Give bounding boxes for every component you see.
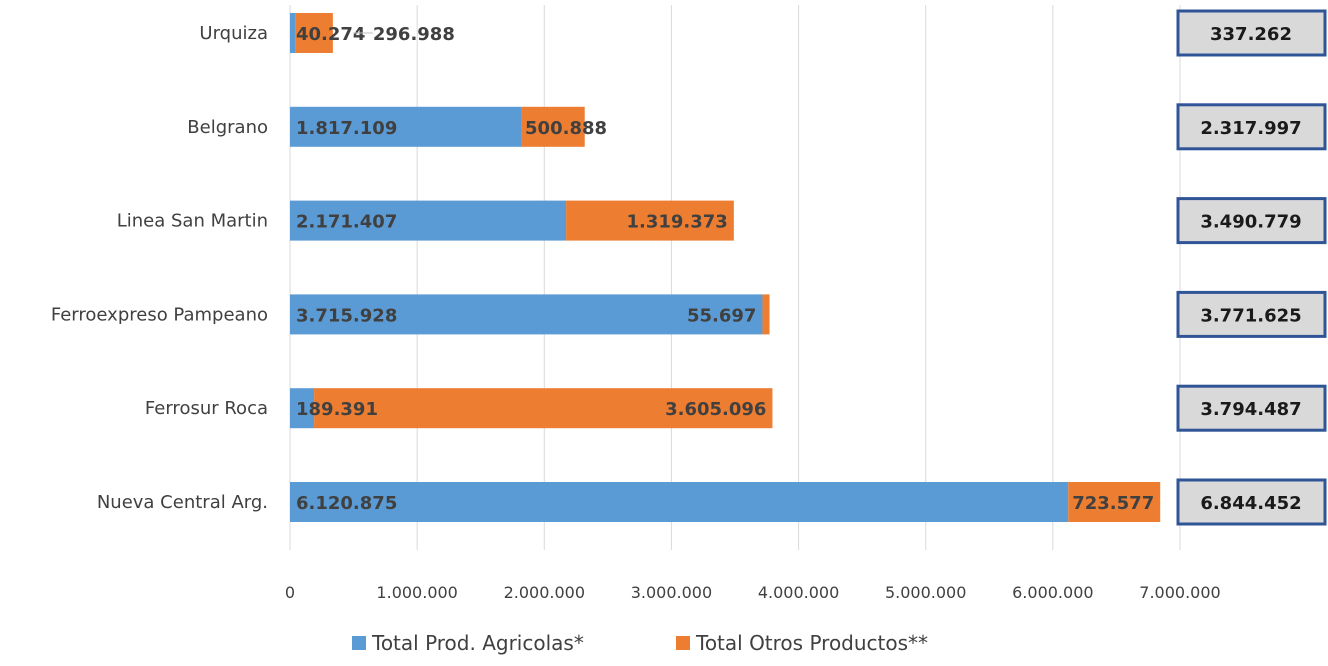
total-boxes: 337.262 2.317.997 3.490.779 3.771.625 3.794.… — [1176, 9, 1327, 526]
bar-agricolas — [290, 294, 763, 335]
total-value: 337.262 — [1210, 24, 1292, 45]
data-label-otros: 1.319.373 — [626, 212, 727, 233]
x-tick-label: 5.000.000 — [885, 583, 966, 602]
bars — [290, 13, 1161, 522]
x-tick-label: 4.000.000 — [758, 583, 839, 602]
bar-agricolas — [290, 482, 1069, 522]
data-label-agricolas: 3.715.928 — [296, 305, 397, 326]
bar-agricolas — [290, 388, 315, 429]
bar-otros — [314, 388, 773, 429]
data-label-agricolas: 6.120.875 — [296, 493, 397, 514]
total-value: 3.490.779 — [1200, 212, 1301, 233]
x-tick-label: 3.000.000 — [631, 583, 712, 602]
bar-agricolas — [290, 200, 567, 241]
total-value: 3.771.625 — [1200, 305, 1301, 326]
legend-swatch-agricolas — [352, 636, 366, 650]
x-axis-tick-labels: 0 1.000.000 2.000.000 3.000.000 4.000.000 5.0… — [285, 583, 1221, 602]
bar-otros — [566, 200, 734, 241]
total-box — [1176, 9, 1327, 57]
data-label-otros: 500.888 — [525, 118, 607, 139]
data-labels: 40.274 296.988 1.817.109 500.888 2.171.407 1.… — [296, 24, 1154, 514]
legend-label-otros: Total Otros Productos** — [695, 631, 928, 655]
data-label-otros: 55.697 — [687, 305, 756, 326]
category-label: Urquiza — [199, 23, 268, 44]
data-label-agricolas: 40.274 — [296, 24, 365, 45]
gridlines — [289, 5, 1181, 550]
x-tick-label: 0 — [285, 583, 295, 602]
total-value: 2.317.997 — [1200, 118, 1301, 139]
x-tick-label: 1.000.000 — [376, 583, 457, 602]
data-label-agricolas: 1.817.109 — [296, 118, 397, 139]
total-box — [1176, 290, 1327, 338]
x-tick-label: 7.000.000 — [1139, 583, 1220, 602]
legend-label-agricolas: Total Prod. Agricolas* — [371, 631, 584, 655]
category-label: Ferrosur Roca — [145, 398, 268, 419]
bar-otros — [1068, 482, 1161, 522]
bar-agricolas — [290, 13, 296, 53]
data-label-otros: 3.605.096 — [665, 399, 766, 420]
data-label-agricolas: 189.391 — [296, 399, 378, 420]
data-label-otros: 296.988 — [373, 24, 455, 45]
total-box — [1176, 384, 1327, 432]
legend-swatch-otros — [676, 636, 690, 650]
total-box — [1176, 478, 1327, 526]
total-box — [1176, 103, 1327, 151]
total-value: 6.844.452 — [1200, 493, 1301, 514]
bar-otros — [762, 294, 770, 335]
legend: Total Prod. Agricolas* Total Otros Produc… — [352, 631, 928, 655]
category-label: Belgrano — [187, 117, 268, 138]
x-tick-label: 6.000.000 — [1012, 583, 1093, 602]
bar-agricolas — [290, 106, 522, 147]
category-labels: Urquiza Belgrano Linea San Martin Ferroexpr… — [51, 23, 268, 513]
total-box — [1176, 197, 1327, 245]
total-value: 3.794.487 — [1200, 399, 1301, 420]
category-label: Linea San Martin — [117, 211, 268, 232]
bar-otros — [295, 13, 333, 53]
bar-otros — [521, 106, 585, 147]
x-tick-label: 2.000.000 — [504, 583, 585, 602]
category-label: Ferroexpreso Pampeano — [51, 304, 268, 325]
data-label-otros: 723.577 — [1072, 493, 1154, 514]
category-label: Nueva Central Arg. — [97, 492, 268, 513]
data-label-agricolas: 2.171.407 — [296, 212, 397, 233]
